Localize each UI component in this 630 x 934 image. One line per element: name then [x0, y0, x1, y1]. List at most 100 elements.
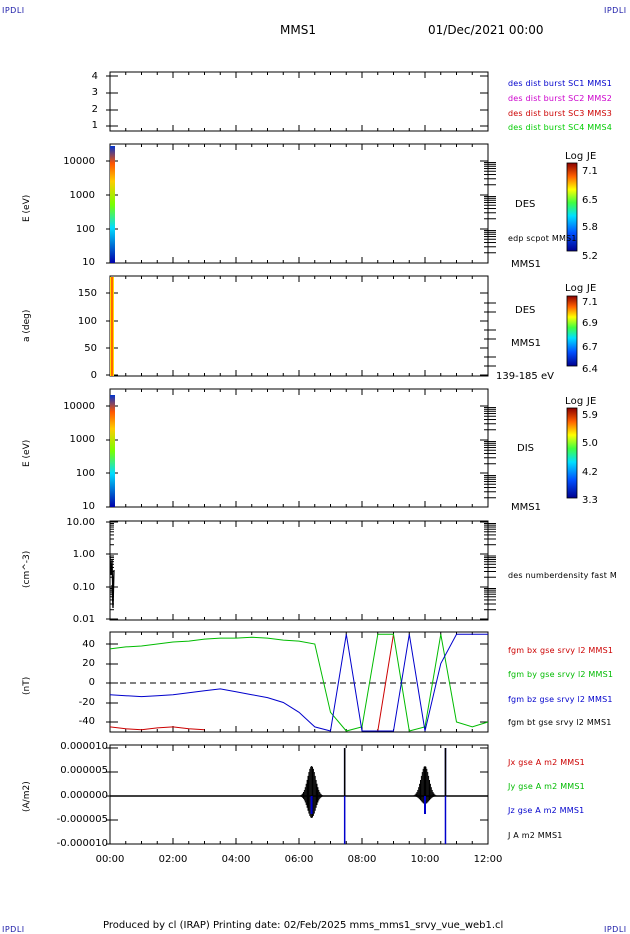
p7-legend-jx: Jx gse A m2 MMS1 [508, 758, 585, 767]
p7-ytick: 0.000010 [60, 741, 108, 752]
p5-ytick: 0.01 [72, 614, 95, 625]
p6-ylabel: (nT) [22, 676, 32, 695]
panel-frame [109, 143, 489, 264]
p3-ytick: 0 [90, 370, 97, 381]
x-tick-label: 06:00 [284, 854, 314, 865]
p2-cb-title: Log JE [565, 151, 597, 162]
p4-ytick: 1000 [69, 434, 95, 445]
bx-trace [377, 634, 394, 732]
x-tick-label: 10:00 [410, 854, 440, 865]
x-tick-label: 02:00 [158, 854, 188, 865]
colorbar [566, 162, 578, 252]
p2-cb-tick: 7.1 [582, 166, 598, 177]
p7-ytick: 0.000005 [60, 765, 108, 776]
p4-ytick: 10 [82, 501, 95, 512]
p4-ytick: 100 [75, 468, 95, 479]
p4-ylabel: E (eV) [22, 439, 32, 467]
p2-ytick: 1000 [69, 190, 95, 201]
p3-cb-tick: 6.9 [582, 318, 598, 329]
spectrogram-des-energy [110, 146, 115, 263]
p3-ytick: 100 [77, 316, 97, 327]
p2-side-des: DES [515, 199, 536, 210]
p6-ytick: -40 [78, 716, 95, 727]
p4-side-dis: DIS [517, 443, 534, 454]
p2-ytick: 10000 [63, 156, 95, 167]
panel-frame [109, 631, 489, 733]
colorbar [566, 295, 578, 367]
x-tick-label: 12:00 [473, 854, 503, 865]
p4-cb-title: Log JE [565, 396, 597, 407]
p2-ylabel: E (eV) [22, 194, 32, 222]
p1-ytick: 4 [91, 71, 98, 82]
by-trace [109, 633, 489, 732]
panel-frame [109, 275, 489, 377]
p6-legend-bx: fgm bx gse srvy l2 MMS1 [508, 646, 614, 655]
p3-ytick: 150 [77, 288, 97, 299]
p7-ytick: 0.000000 [60, 790, 108, 801]
p2-ytick: 10 [82, 257, 95, 268]
p5-ytick: 0.10 [72, 582, 95, 593]
x-tick-label: 08:00 [347, 854, 377, 865]
p3-cb-tick: 6.4 [582, 364, 598, 375]
p1-ytick: 3 [91, 87, 98, 98]
p2-cb-tick: 5.8 [582, 222, 598, 233]
p3-cb-tick: 7.1 [582, 297, 598, 308]
p3-ylabel: a (deg) [22, 309, 32, 342]
bz-trace [109, 633, 488, 732]
p6-ytick: 0 [88, 677, 95, 688]
page-date: 01/Dec/2021 00:00 [428, 23, 544, 37]
p7-ylabel: (A/m2) [22, 781, 32, 812]
p1-legend-sc1: des dist burst SC1 MMS1 [508, 79, 613, 88]
p3-ytick: 50 [84, 343, 97, 354]
header-left-corner: IPDLI [2, 6, 25, 15]
p3-cb-title: Log JE [565, 283, 597, 294]
p1-legend-sc2: des dist burst SC2 MMS2 [508, 94, 613, 103]
p7-ytick: -0.000010 [56, 838, 108, 849]
page-title: MMS1 [280, 23, 316, 37]
p6-legend-bt: fgm bt gse srvy l2 MMS1 [508, 718, 612, 727]
p5-legend: des numberdensity fast M [508, 571, 617, 580]
p3-side-des: DES [515, 305, 536, 316]
p4-cb-tick: 5.0 [582, 438, 598, 449]
p3-cb-tick: 6.7 [582, 342, 598, 353]
p7-legend-j: J A m2 MMS1 [508, 831, 563, 840]
spectrogram-des-pitch-core [111, 277, 113, 376]
p6-legend-bz: fgm bz gse srvy l2 MMS1 [508, 695, 613, 704]
p6-ytick: -20 [78, 697, 95, 708]
p4-cb-tick: 4.2 [582, 467, 598, 478]
p7-legend-jy: Jy gse A m2 MMS1 [508, 782, 585, 791]
panel-frame [109, 520, 489, 621]
p7-legend-jz: Jz gse A m2 MMS1 [508, 806, 585, 815]
p6-ytick: 20 [82, 658, 95, 669]
p5-ytick: 10.00 [66, 517, 95, 528]
panel-frame [109, 71, 489, 132]
p7-ytick: -0.000005 [56, 814, 108, 825]
p2-cb-tick: 5.2 [582, 251, 598, 262]
p4-cb-tick: 3.3 [582, 495, 598, 506]
p2-side-mms1: MMS1 [511, 259, 541, 270]
colorbar [566, 407, 578, 499]
p2-cb-tick: 6.5 [582, 195, 598, 206]
p1-ytick: 2 [91, 104, 98, 115]
footer-text: Produced by cl (IRAP) Printing date: 02/… [103, 920, 504, 931]
footer-left-corner: IPDLI [2, 925, 25, 934]
p6-ytick: 40 [82, 639, 95, 650]
p6-legend-by: fgm by gse srvy l2 MMS1 [508, 670, 614, 679]
p5-ylabel: (cm^-3) [22, 550, 32, 588]
density-trace [109, 555, 115, 609]
p2-side-scpot: edp scpot MMS1 [508, 234, 577, 243]
p1-legend-sc3: des dist burst SC3 MMS3 [508, 109, 613, 118]
x-tick-label: 04:00 [221, 854, 251, 865]
footer-right-corner: IPDLI [604, 925, 627, 934]
p4-side-mms1: MMS1 [511, 502, 541, 513]
p1-ytick: 1 [91, 120, 98, 131]
p2-ytick: 100 [75, 224, 95, 235]
p4-ytick: 10000 [63, 401, 95, 412]
spectrogram-dis-energy [110, 395, 115, 507]
panel-frame [109, 388, 489, 508]
bx-trace [109, 726, 205, 731]
p3-side-mms1: MMS1 [511, 338, 541, 349]
p5-ytick: 1.00 [72, 549, 95, 560]
p4-cb-tick: 5.9 [582, 410, 598, 421]
